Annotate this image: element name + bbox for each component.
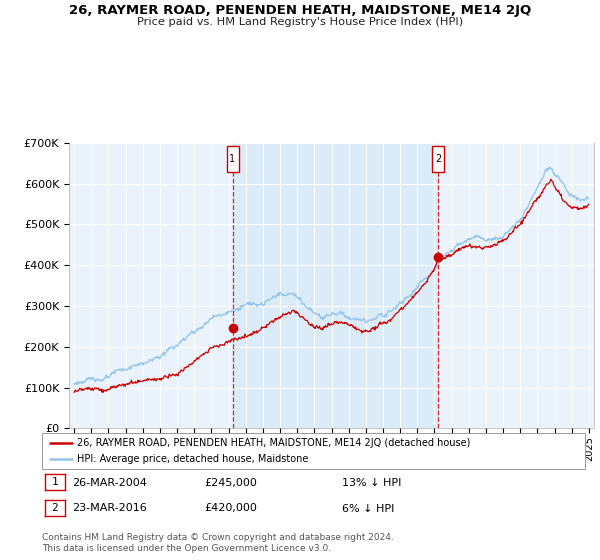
Text: £245,000: £245,000 [204, 478, 257, 488]
Text: 1: 1 [52, 477, 58, 487]
Text: HPI: Average price, detached house, Maidstone: HPI: Average price, detached house, Maid… [77, 454, 308, 464]
Text: Contains HM Land Registry data © Crown copyright and database right 2024.
This d: Contains HM Land Registry data © Crown c… [42, 533, 394, 553]
Text: 23-MAR-2016: 23-MAR-2016 [72, 503, 147, 514]
Text: 26-MAR-2004: 26-MAR-2004 [72, 478, 147, 488]
Text: 13% ↓ HPI: 13% ↓ HPI [342, 478, 401, 488]
FancyBboxPatch shape [227, 146, 239, 172]
Text: 1: 1 [229, 154, 236, 164]
Bar [233, 143, 438, 428]
Text: 6% ↓ HPI: 6% ↓ HPI [342, 503, 394, 514]
Text: 26, RAYMER ROAD, PENENDEN HEATH, MAIDSTONE, ME14 2JQ: 26, RAYMER ROAD, PENENDEN HEATH, MAIDSTO… [69, 4, 531, 17]
Text: 2: 2 [435, 154, 442, 164]
FancyBboxPatch shape [432, 146, 444, 172]
Text: 2: 2 [52, 503, 58, 513]
Text: 26, RAYMER ROAD, PENENDEN HEATH, MAIDSTONE, ME14 2JQ (detached house): 26, RAYMER ROAD, PENENDEN HEATH, MAIDSTO… [77, 438, 470, 448]
Text: £420,000: £420,000 [204, 503, 257, 514]
Text: Price paid vs. HM Land Registry's House Price Index (HPI): Price paid vs. HM Land Registry's House … [137, 17, 463, 27]
